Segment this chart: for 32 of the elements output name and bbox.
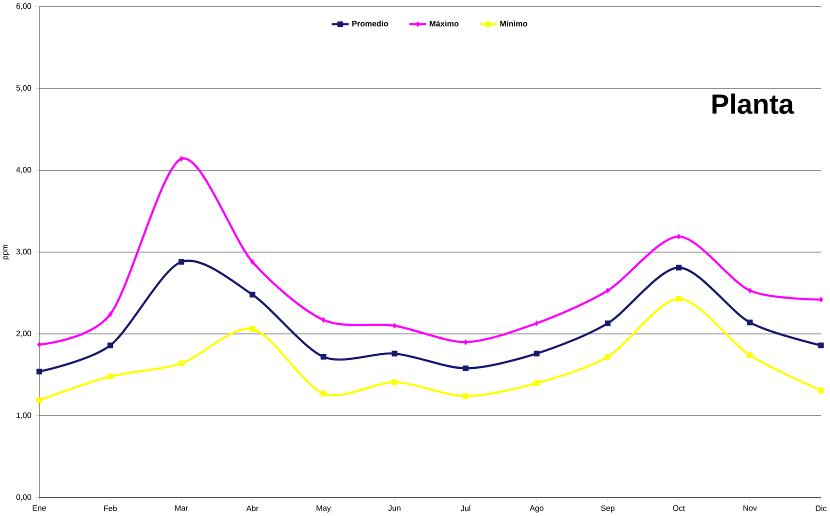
point [534,320,539,326]
point [250,292,256,298]
point [107,342,114,348]
point [37,342,42,348]
point [818,342,824,348]
point [604,354,611,360]
point [36,397,42,404]
point [462,366,468,372]
point [392,350,398,356]
point [392,379,398,386]
point [178,360,184,366]
point [178,259,184,265]
point [320,390,326,397]
point [320,354,326,360]
point [676,264,682,271]
point [747,352,753,358]
point [604,320,611,326]
point [747,320,753,326]
point [534,380,540,386]
point [606,288,610,294]
point [818,388,824,394]
annotation: Planta [712,94,794,114]
point [534,350,540,356]
point [250,259,255,265]
point [108,312,112,318]
point [748,288,752,294]
point [107,374,114,380]
point [250,326,256,332]
point [676,296,682,302]
point [321,317,326,323]
point [36,368,42,374]
point [462,393,468,400]
